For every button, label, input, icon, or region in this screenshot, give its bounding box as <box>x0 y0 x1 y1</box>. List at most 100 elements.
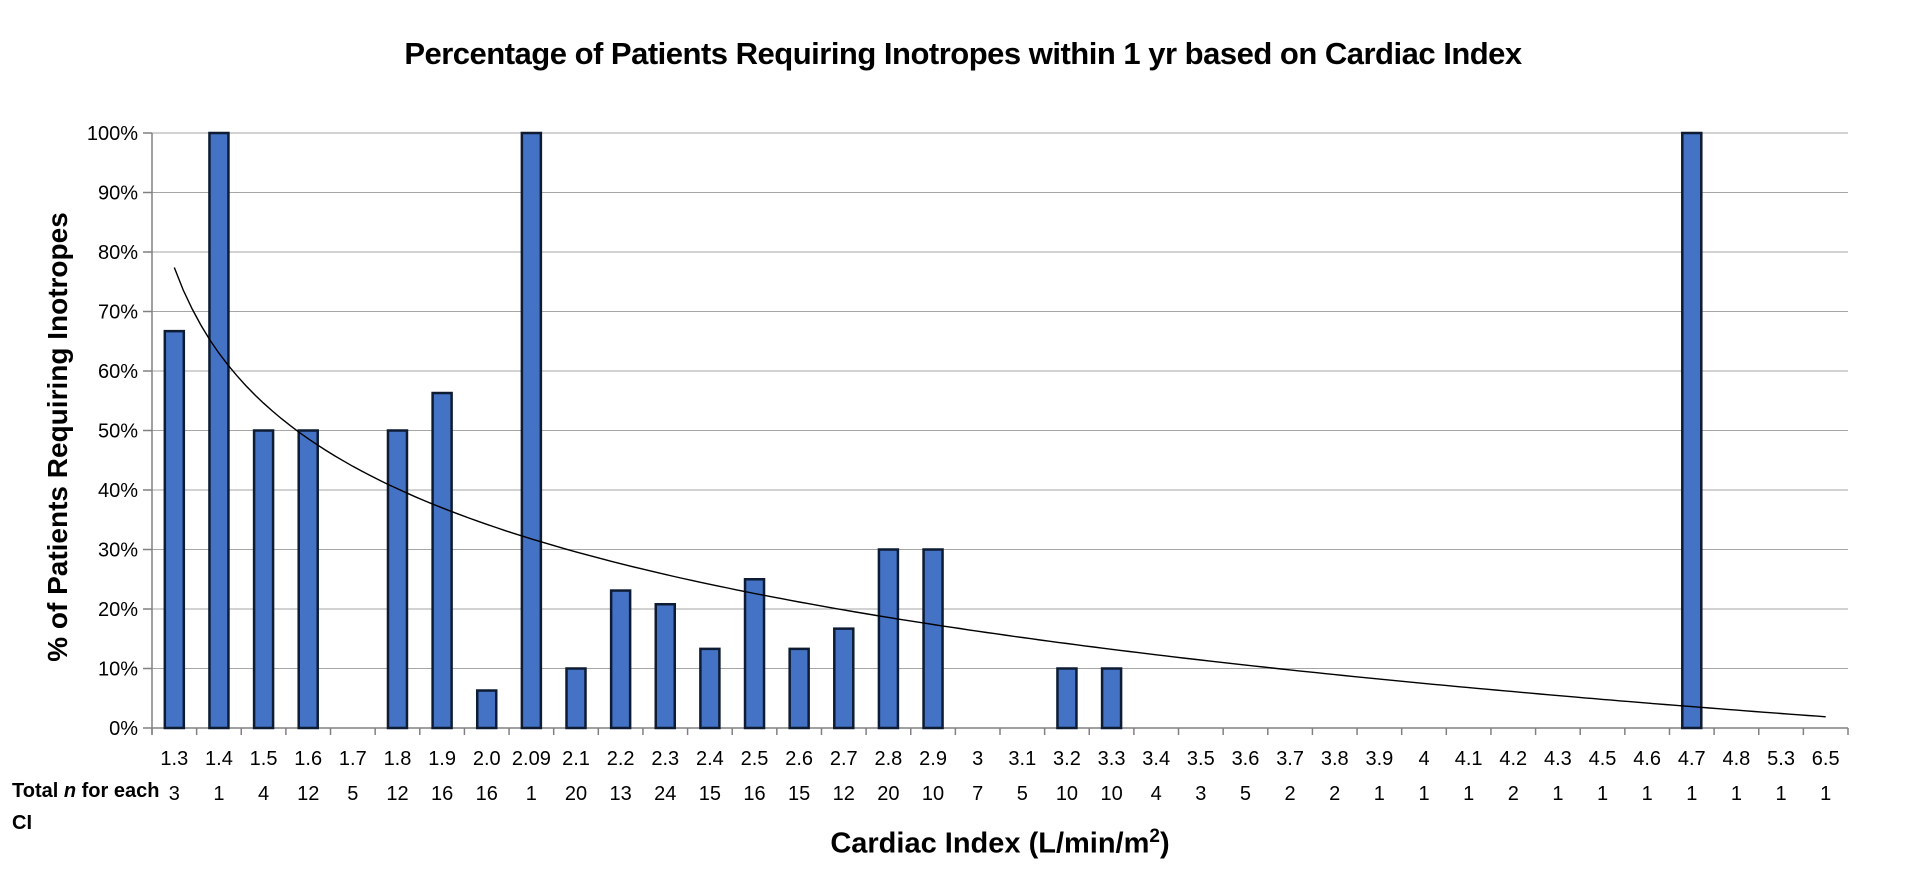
total-n-value: 24 <box>654 783 676 805</box>
total-n-value: 1 <box>1642 783 1653 805</box>
bar-2.09 <box>520 131 543 730</box>
total-n-value: 1 <box>1597 783 1608 805</box>
x-category-label: 1.8 <box>384 748 412 770</box>
x-category-label: 2.5 <box>741 748 769 770</box>
total-n-value: 16 <box>743 783 765 805</box>
y-tick-label: 60% <box>98 361 138 383</box>
total-n-suffix: for each <box>76 780 160 802</box>
y-tick-label: 0% <box>109 718 138 740</box>
x-category-label: 1.7 <box>339 748 367 770</box>
bar-2.4 <box>699 647 721 730</box>
y-tick-label: 90% <box>98 183 138 205</box>
x-category-label: 2.4 <box>696 748 724 770</box>
x-axis-title-sup: 2 <box>1149 826 1160 847</box>
y-tick-label: 10% <box>98 659 138 681</box>
bar-2.6 <box>788 647 810 730</box>
bar-2.0 <box>475 689 498 730</box>
x-category-label: 1.6 <box>294 748 322 770</box>
y-tick-label: 80% <box>98 242 138 264</box>
x-category-label: 4.8 <box>1723 748 1751 770</box>
total-n-value: 5 <box>1240 783 1251 805</box>
bar-3.2 <box>1056 667 1078 730</box>
total-n-value: 3 <box>169 783 180 805</box>
trendline <box>173 267 1826 718</box>
bar-3.3 <box>1100 667 1123 730</box>
x-category-label: 4.1 <box>1455 748 1483 770</box>
total-n-value: 4 <box>258 783 269 805</box>
total-n-value: 20 <box>877 783 899 805</box>
x-category-label: 3 <box>972 748 983 770</box>
total-n-value: 1 <box>1552 783 1563 805</box>
x-category-label: 3.2 <box>1053 748 1081 770</box>
total-n-value: 15 <box>788 783 810 805</box>
x-category-label: 3.9 <box>1365 748 1393 770</box>
bar-1.5 <box>252 429 275 730</box>
total-n-value: 1 <box>1731 783 1742 805</box>
total-n-value: 10 <box>1056 783 1078 805</box>
total-n-value: 1 <box>1686 783 1697 805</box>
total-n-value: 4 <box>1151 783 1162 805</box>
total-n-prefix: Total <box>12 780 64 802</box>
y-tick-label: 70% <box>98 302 138 324</box>
x-category-label: 2.9 <box>919 748 947 770</box>
total-n-value: 7 <box>972 783 983 805</box>
total-n-label: Total n for each <box>12 780 159 803</box>
y-tick-label: 100% <box>87 123 138 145</box>
total-n-value: 1 <box>213 783 224 805</box>
total-n-value: 20 <box>565 783 587 805</box>
total-n-value: 10 <box>922 783 944 805</box>
total-n-value: 1 <box>1775 783 1786 805</box>
y-tick-label: 30% <box>98 540 138 562</box>
total-n-value: 5 <box>1017 783 1028 805</box>
x-category-label: 2.2 <box>607 748 635 770</box>
total-n-value: 16 <box>431 783 453 805</box>
x-category-label: 2.7 <box>830 748 858 770</box>
chart-title: Percentage of Patients Requiring Inotrop… <box>404 36 1522 71</box>
total-n-value: 2 <box>1285 783 1296 805</box>
x-category-label: 2.8 <box>875 748 903 770</box>
total-n-value: 12 <box>297 783 319 805</box>
x-category-label: 1.3 <box>160 748 188 770</box>
bar-1.3 <box>163 329 186 730</box>
total-n-italic: n <box>63 780 77 802</box>
bar-2.3 <box>654 602 677 730</box>
y-tick-label: 50% <box>98 421 138 443</box>
total-n-label-line2: CI <box>12 812 32 834</box>
x-axis-title: Cardiac Index (L/min/m2) <box>152 826 1848 861</box>
x-category-label: 1.9 <box>428 748 456 770</box>
x-category-label: 2.0 <box>473 748 501 770</box>
x-category-label: 3.4 <box>1142 748 1170 770</box>
total-n-value: 1 <box>526 783 537 805</box>
bar-2.8 <box>877 548 900 730</box>
total-n-value: 12 <box>833 783 855 805</box>
total-n-value: 1 <box>1418 783 1429 805</box>
total-n-value: 10 <box>1100 783 1122 805</box>
bar-2.7 <box>833 627 855 730</box>
x-category-label: 2.3 <box>651 748 679 770</box>
x-category-label: 3.5 <box>1187 748 1215 770</box>
x-category-label: 6.5 <box>1812 748 1840 770</box>
x-category-label: 1.4 <box>205 748 233 770</box>
x-category-label: 3.3 <box>1098 748 1126 770</box>
total-n-value: 2 <box>1329 783 1340 805</box>
bar-2.5 <box>743 578 766 730</box>
total-n-value: 5 <box>347 783 358 805</box>
x-axis-title-main: Cardiac Index (L/min/m <box>830 827 1150 860</box>
x-category-label: 3.7 <box>1276 748 1304 770</box>
x-axis-title-close: ) <box>1159 827 1170 860</box>
total-n-value: 12 <box>386 783 408 805</box>
total-n-value: 16 <box>476 783 498 805</box>
x-category-label: 4.6 <box>1633 748 1661 770</box>
x-category-label: 4.5 <box>1589 748 1617 770</box>
y-tick-label: 20% <box>98 599 138 621</box>
x-category-label: 4 <box>1418 748 1429 770</box>
bar-1.4 <box>208 131 230 730</box>
x-category-label: 2.6 <box>785 748 813 770</box>
y-tick-label: 40% <box>98 480 138 502</box>
bar-1.6 <box>297 429 319 730</box>
total-n-value: 1 <box>1374 783 1385 805</box>
x-category-label: 5.3 <box>1767 748 1795 770</box>
x-category-label: 2.09 <box>512 748 551 770</box>
